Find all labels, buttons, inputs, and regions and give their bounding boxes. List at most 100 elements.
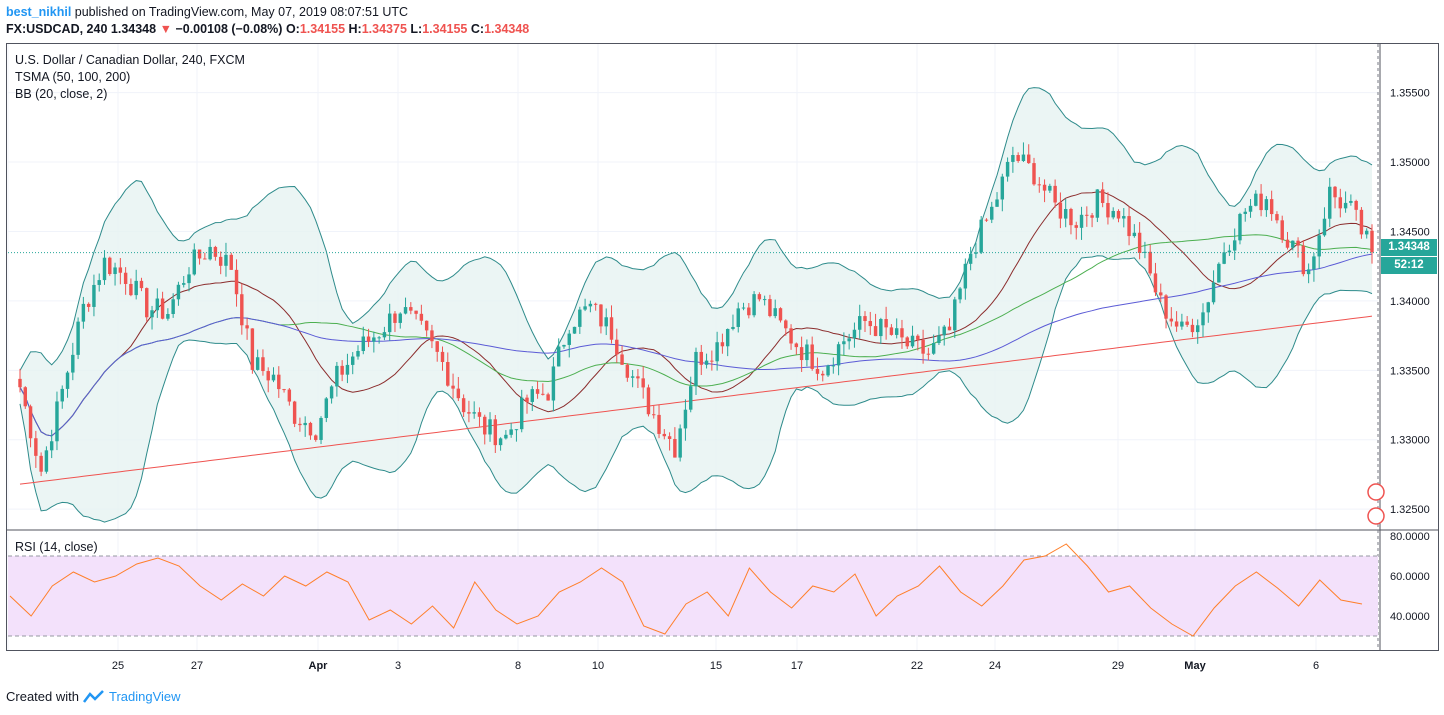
tsma-legend[interactable]: TSMA (50, 100, 200) (15, 70, 131, 84)
candle-body (28, 406, 33, 439)
candle-body (113, 267, 117, 275)
candle-body (1328, 186, 1332, 219)
candle-body (1222, 252, 1226, 264)
candle-body (646, 387, 651, 415)
candle-body (778, 308, 783, 321)
candle-body (1079, 214, 1084, 228)
candle-body (889, 327, 894, 335)
symbol-label: FX:USDCAD, 240 (6, 22, 108, 36)
bb-legend[interactable]: BB (20, close, 2) (15, 87, 108, 101)
candle-body (784, 320, 788, 329)
candle-body (1317, 235, 1321, 257)
candle-body (488, 419, 492, 435)
candle-body (520, 397, 524, 430)
candle-body (1190, 324, 1195, 333)
candle-body (868, 321, 872, 327)
candle-body (731, 326, 735, 329)
publish-info: best_nikhil published on TradingView.com… (6, 5, 408, 19)
last-price-tag: 1.34348 (1381, 239, 1437, 256)
candle-body (23, 387, 27, 407)
candle-body (435, 341, 439, 352)
candle-body (208, 246, 212, 260)
candle-body (1196, 325, 1200, 333)
candle-body (667, 436, 672, 439)
candle-body (652, 414, 656, 416)
candle-body (245, 325, 249, 329)
time-tick-label: 27 (191, 660, 203, 672)
candle-body (551, 366, 556, 401)
candle-body (382, 332, 387, 338)
time-tick-label: 24 (989, 660, 1001, 672)
candle-body (1143, 251, 1147, 253)
candle-body (1090, 215, 1094, 218)
low-label: L: (410, 22, 423, 36)
time-tick-label: 22 (911, 660, 923, 672)
candle-body (314, 435, 318, 440)
candle-body (1000, 176, 1005, 200)
time-tick-label: 6 (1313, 660, 1319, 672)
candle-body (1127, 216, 1131, 237)
candle-body (377, 337, 381, 339)
rsi-line (9, 543, 1363, 637)
candle-body (974, 252, 978, 254)
rsi-tick-label: 80.0000 (1390, 531, 1430, 543)
candle-body (615, 339, 619, 355)
candle-body (641, 378, 645, 388)
candle-body (984, 219, 989, 221)
candle-body (261, 357, 265, 372)
candle-body (1148, 251, 1152, 274)
candle-body (182, 283, 186, 285)
candle-body (884, 319, 888, 328)
price-tick-label: 1.35000 (1390, 157, 1430, 169)
candle-body (689, 386, 693, 410)
candle-body (762, 299, 767, 301)
candle-body (424, 320, 429, 331)
candle-body (308, 422, 313, 436)
candle-body (995, 199, 999, 207)
candle-body (1248, 205, 1253, 212)
candle-body (699, 351, 703, 365)
candle-body (493, 419, 498, 446)
candle-body (799, 347, 804, 361)
footer: Created with TradingView (6, 689, 181, 704)
sma-200-line (19, 315, 1373, 485)
candle-body (1264, 199, 1269, 211)
created-with-text: Created with (6, 689, 79, 704)
candle-body (873, 326, 878, 337)
rsi-tick-label: 40.0000 (1390, 611, 1430, 623)
tradingview-brand[interactable]: TradingView (108, 689, 181, 704)
candle-body (620, 354, 624, 365)
price-tick-label: 1.34000 (1390, 296, 1430, 308)
candle-body (1301, 245, 1306, 275)
author-name[interactable]: best_nikhil (6, 5, 72, 19)
candle-body (567, 333, 571, 345)
candle-body (145, 288, 149, 318)
candle-body (805, 344, 809, 361)
candle-body (710, 360, 714, 362)
published-text: published on TradingView.com, May 07, 20… (74, 5, 409, 19)
candle-body (192, 249, 196, 275)
candle-body (1343, 202, 1348, 209)
candle-body (271, 374, 276, 381)
candle-body (1201, 312, 1205, 326)
candle-body (673, 438, 677, 458)
candle-body (630, 376, 635, 378)
candle-body (1053, 185, 1057, 203)
candle-body (319, 417, 323, 440)
candle-body (963, 263, 968, 289)
time-tick-label: 17 (791, 660, 803, 672)
rsi-legend[interactable]: RSI (14, close) (15, 540, 98, 554)
candle-body (1275, 214, 1279, 221)
candle-body (1174, 321, 1179, 327)
candle-body (847, 338, 851, 342)
candle-body (546, 394, 550, 401)
candle-body (467, 412, 471, 414)
candle-body (1122, 216, 1126, 219)
candle-body (60, 388, 64, 402)
candle-body (562, 344, 566, 347)
candle-body (662, 433, 667, 437)
candle-body (794, 343, 799, 348)
candle-body (1333, 186, 1337, 198)
candle-body (1132, 232, 1137, 237)
